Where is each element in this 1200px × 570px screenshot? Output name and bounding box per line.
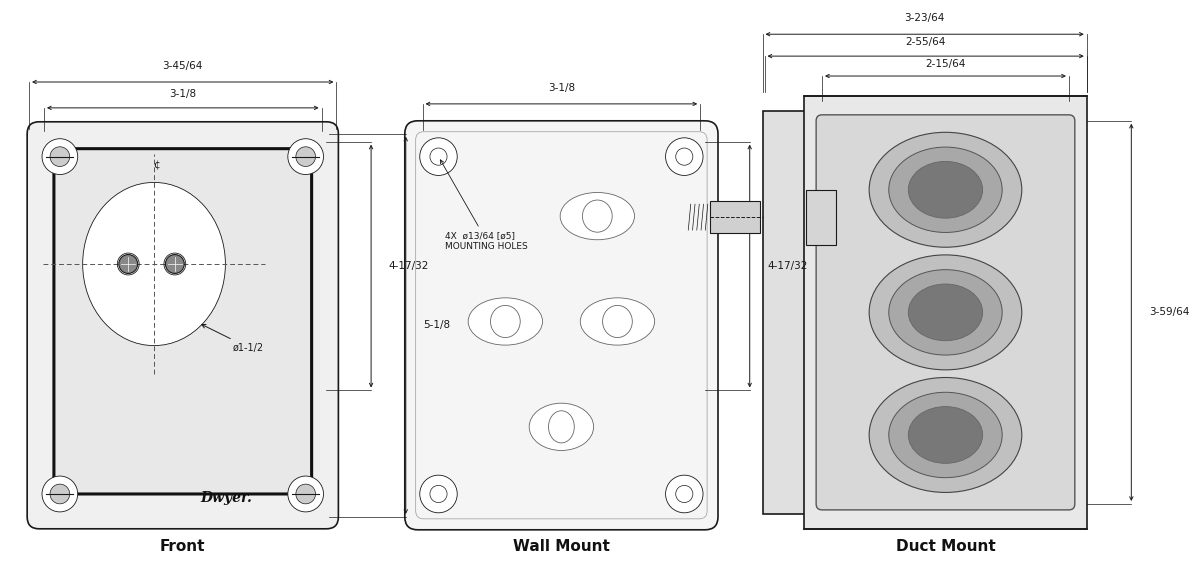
FancyBboxPatch shape (404, 121, 718, 530)
Text: 4X  ø13/64 [ø5]
MOUNTING HOLES: 4X ø13/64 [ø5] MOUNTING HOLES (440, 160, 528, 251)
Text: 2-55/64: 2-55/64 (906, 37, 946, 47)
Circle shape (166, 255, 185, 274)
Ellipse shape (529, 403, 594, 450)
Text: 3-23/64: 3-23/64 (905, 13, 944, 23)
Circle shape (42, 476, 78, 512)
Ellipse shape (548, 411, 575, 443)
Circle shape (288, 476, 324, 512)
Text: 3-45/64: 3-45/64 (162, 61, 203, 71)
Circle shape (296, 147, 316, 166)
Circle shape (676, 486, 692, 503)
FancyBboxPatch shape (28, 122, 338, 529)
Ellipse shape (468, 298, 542, 345)
Circle shape (296, 484, 316, 504)
Text: 4-17/32: 4-17/32 (389, 261, 430, 271)
Ellipse shape (602, 306, 632, 337)
Bar (763, 111, 806, 514)
Text: 4-17/32: 4-17/32 (768, 261, 808, 271)
Circle shape (50, 147, 70, 166)
Circle shape (430, 486, 448, 503)
Circle shape (119, 255, 138, 274)
Text: Wall Mount: Wall Mount (512, 539, 610, 554)
Ellipse shape (582, 200, 612, 232)
Ellipse shape (908, 161, 983, 218)
Text: 5-1/8: 5-1/8 (424, 320, 451, 330)
Bar (804, 96, 1087, 529)
FancyBboxPatch shape (54, 149, 312, 494)
Bar (710, 201, 760, 233)
Text: 3-1/8: 3-1/8 (169, 89, 197, 99)
Circle shape (430, 148, 448, 165)
Text: ¢: ¢ (152, 161, 160, 170)
Ellipse shape (491, 306, 521, 337)
FancyBboxPatch shape (816, 115, 1075, 510)
Text: Duct Mount: Duct Mount (895, 539, 995, 554)
Text: ø1-1/2: ø1-1/2 (202, 324, 264, 353)
Ellipse shape (869, 255, 1021, 370)
Circle shape (42, 139, 78, 174)
Ellipse shape (581, 298, 655, 345)
Ellipse shape (889, 392, 1002, 478)
Text: 3-1/8: 3-1/8 (548, 83, 575, 93)
Circle shape (666, 138, 703, 176)
Ellipse shape (869, 132, 1021, 247)
Ellipse shape (560, 193, 635, 240)
Circle shape (50, 484, 70, 504)
Ellipse shape (83, 182, 226, 345)
Circle shape (288, 139, 324, 174)
Circle shape (676, 148, 692, 165)
Circle shape (666, 475, 703, 513)
Text: Dwyer.: Dwyer. (200, 491, 252, 505)
Ellipse shape (869, 377, 1021, 492)
Ellipse shape (889, 270, 1002, 355)
Text: 2-15/64: 2-15/64 (925, 59, 966, 69)
Text: 3-59/64: 3-59/64 (1150, 307, 1189, 317)
Bar (806, 190, 836, 245)
Ellipse shape (908, 406, 983, 463)
Circle shape (420, 138, 457, 176)
Ellipse shape (908, 284, 983, 341)
Ellipse shape (889, 147, 1002, 233)
Circle shape (420, 475, 457, 513)
Text: Front: Front (160, 539, 205, 554)
